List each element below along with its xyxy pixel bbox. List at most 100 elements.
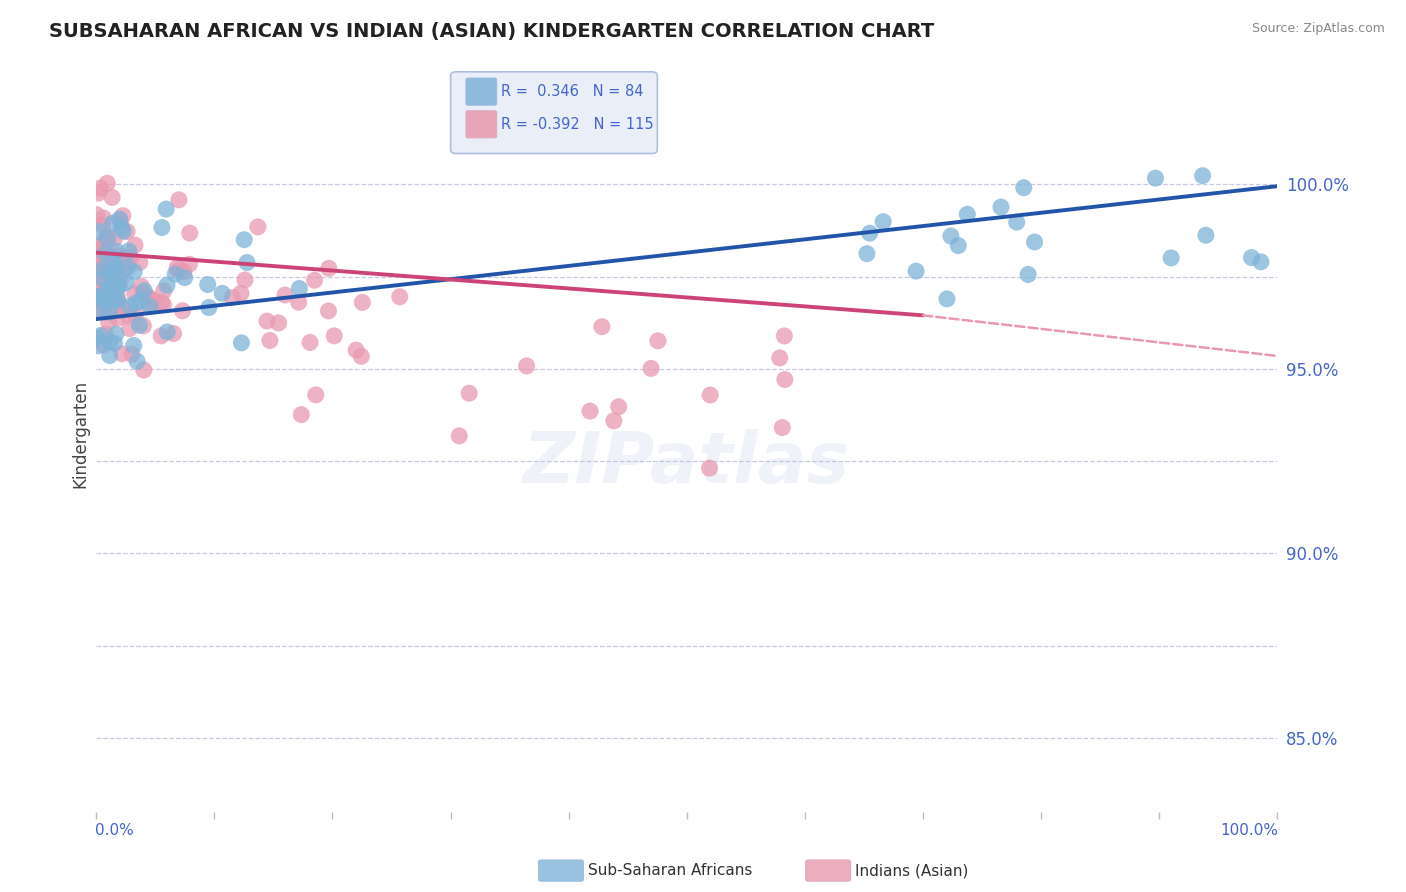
Point bbox=[859, 226, 882, 240]
Point bbox=[591, 319, 613, 334]
Point bbox=[236, 255, 259, 269]
Point bbox=[124, 286, 146, 301]
Text: 0.0%: 0.0% bbox=[96, 823, 134, 838]
Point bbox=[110, 214, 132, 228]
Text: Source: ZipAtlas.com: Source: ZipAtlas.com bbox=[1251, 22, 1385, 36]
Point bbox=[91, 305, 114, 319]
Point bbox=[93, 338, 115, 352]
Point bbox=[516, 359, 538, 373]
Point bbox=[131, 286, 153, 301]
Point bbox=[1191, 169, 1213, 183]
Point bbox=[990, 200, 1012, 214]
Point bbox=[86, 243, 108, 257]
FancyBboxPatch shape bbox=[450, 71, 658, 153]
Point bbox=[318, 261, 340, 276]
Point bbox=[103, 252, 125, 266]
Point bbox=[139, 300, 162, 314]
Point bbox=[1012, 180, 1035, 194]
Point bbox=[118, 244, 141, 258]
Point bbox=[131, 279, 153, 293]
Point bbox=[287, 295, 309, 310]
Point bbox=[104, 293, 127, 308]
Point bbox=[198, 301, 221, 315]
Point bbox=[350, 349, 373, 363]
Point bbox=[118, 321, 141, 335]
Point bbox=[115, 225, 138, 239]
Point bbox=[939, 229, 962, 244]
Point bbox=[97, 315, 120, 329]
Point bbox=[305, 388, 328, 402]
Point bbox=[948, 238, 970, 252]
Point bbox=[91, 261, 114, 276]
Point bbox=[87, 224, 110, 238]
Point bbox=[87, 339, 110, 353]
Point bbox=[121, 347, 143, 361]
Point bbox=[98, 305, 121, 319]
Point bbox=[956, 207, 979, 221]
Text: ZIPatlas: ZIPatlas bbox=[523, 429, 851, 499]
Point bbox=[290, 408, 312, 422]
Point bbox=[107, 311, 129, 326]
Point bbox=[91, 271, 114, 285]
Point bbox=[856, 246, 879, 260]
Point bbox=[211, 286, 233, 301]
Point bbox=[122, 338, 145, 352]
Text: 100.0%: 100.0% bbox=[1220, 823, 1278, 838]
Point bbox=[105, 244, 128, 258]
Point bbox=[108, 279, 131, 293]
Point bbox=[112, 224, 135, 238]
Point bbox=[139, 291, 162, 305]
Point bbox=[96, 267, 118, 281]
Point bbox=[86, 291, 108, 305]
Point bbox=[172, 303, 194, 318]
Point bbox=[162, 326, 184, 341]
Point bbox=[94, 246, 117, 260]
Point bbox=[105, 260, 128, 274]
Point bbox=[150, 220, 173, 235]
Point bbox=[101, 216, 124, 230]
Point bbox=[166, 260, 188, 275]
Point bbox=[388, 290, 411, 304]
Point bbox=[98, 334, 121, 349]
Point bbox=[132, 318, 155, 333]
Point bbox=[105, 288, 128, 302]
Point bbox=[89, 250, 111, 264]
Point bbox=[699, 461, 721, 475]
Point bbox=[97, 273, 120, 287]
Point bbox=[118, 300, 141, 314]
Point bbox=[98, 303, 121, 318]
Point bbox=[256, 314, 278, 328]
Point bbox=[107, 271, 129, 285]
Point bbox=[122, 265, 145, 279]
Point bbox=[96, 306, 118, 320]
Point bbox=[84, 252, 107, 266]
Point bbox=[150, 329, 173, 343]
Point bbox=[117, 309, 139, 323]
Point bbox=[101, 272, 124, 286]
Point bbox=[1160, 251, 1182, 265]
Point bbox=[128, 255, 150, 269]
Point bbox=[108, 211, 131, 226]
Point bbox=[93, 287, 115, 301]
Point bbox=[87, 238, 110, 252]
Point bbox=[233, 273, 256, 287]
Point bbox=[127, 354, 149, 368]
Point bbox=[87, 244, 110, 259]
Point bbox=[259, 334, 281, 348]
Point bbox=[114, 250, 136, 264]
Point bbox=[87, 186, 110, 201]
Point bbox=[179, 257, 201, 271]
Point bbox=[93, 285, 115, 299]
Point bbox=[141, 293, 163, 308]
Point bbox=[603, 414, 626, 428]
Point bbox=[96, 288, 118, 302]
Point bbox=[103, 278, 125, 293]
Point bbox=[318, 304, 340, 318]
Point bbox=[124, 238, 146, 252]
Point bbox=[156, 325, 179, 339]
Point bbox=[111, 346, 134, 360]
Point bbox=[138, 298, 160, 312]
Point bbox=[103, 276, 125, 290]
Point bbox=[299, 335, 322, 350]
Point bbox=[107, 296, 129, 310]
